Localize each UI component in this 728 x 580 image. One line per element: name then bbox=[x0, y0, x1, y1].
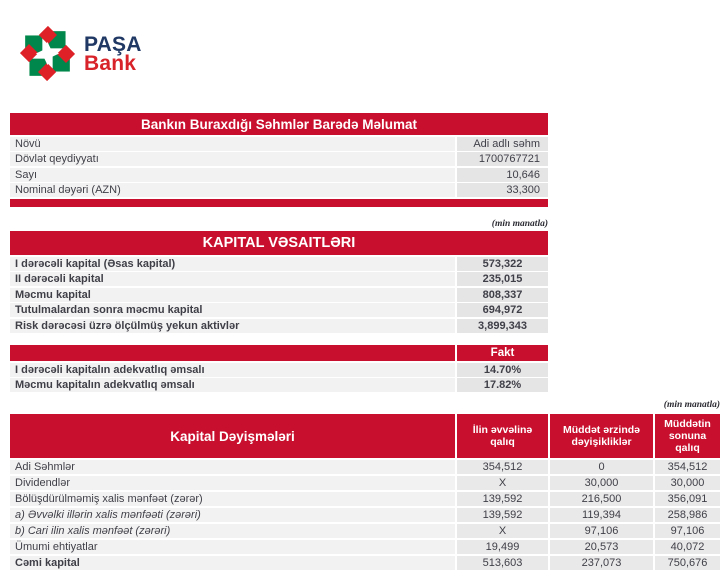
brand-name-bottom: Bank bbox=[84, 51, 137, 75]
row-value: 1700767721 bbox=[457, 152, 548, 166]
column-header: Müddət ərzində dəyişikliklər bbox=[550, 414, 653, 458]
capital-table-title: KAPITAL VƏSAITLƏRI bbox=[10, 231, 548, 255]
table-row: Ümumi ehtiyatlar 19,499 20,573 40,072 bbox=[10, 539, 720, 554]
row-label: I dərəcəli kapital (Əsas kapital) bbox=[10, 256, 455, 271]
row-value-start: 139,592 bbox=[457, 491, 548, 506]
row-value-end: 40,072 bbox=[655, 539, 720, 554]
brand-name-top: PAŞA bbox=[84, 32, 142, 56]
column-header: İlin əvvəlinə qalıq bbox=[457, 414, 548, 458]
row-label: Ümumi ehtiyatlar bbox=[10, 539, 455, 554]
table-row: Sayı 10,646 bbox=[10, 167, 548, 182]
table-row: Dividendlər X 30,000 30,000 bbox=[10, 475, 720, 490]
table-row: Tutulmalardan sonra məcmu kapital 694,97… bbox=[10, 303, 548, 317]
row-label: Məcmu kapital bbox=[10, 287, 455, 302]
row-value: 573,322 bbox=[457, 256, 548, 271]
row-value-start: 354,512 bbox=[457, 459, 548, 474]
table-row: I dərəcəli kapital (Əsas kapital) 573,32… bbox=[10, 256, 548, 271]
row-value-change: 20,573 bbox=[550, 539, 653, 554]
row-value-end: 354,512 bbox=[655, 459, 720, 474]
row-value-change: 0 bbox=[550, 459, 653, 474]
table-row: Adi Səhmlər 354,512 0 354,512 bbox=[10, 459, 720, 474]
row-value: 14.70% bbox=[457, 362, 548, 377]
row-value-change: 237,073 bbox=[550, 555, 653, 570]
header-spacer bbox=[10, 345, 455, 361]
row-label: Dividendlər bbox=[10, 475, 455, 490]
row-label: Risk dərəcəsi üzrə ölçülmüş yekun aktivl… bbox=[10, 318, 455, 333]
table-row: I dərəcəli kapitalın adekvatlıq əmsalı 1… bbox=[10, 362, 548, 377]
row-value-change: 216,500 bbox=[550, 491, 653, 506]
table-row: Nominal dəyəri (AZN) 33,300 bbox=[10, 183, 548, 197]
table-row: Növü Adi adlı səhm bbox=[10, 136, 548, 151]
row-label: a) Əvvəlki illərin xalis mənfəəti (zərər… bbox=[10, 507, 455, 522]
table-row: Məcmu kapitalın adekvatlıq əmsalı 17.82% bbox=[10, 378, 548, 392]
adequacy-table-header: Fakt bbox=[10, 345, 548, 361]
column-header: Müddətin sonuna qalıq bbox=[655, 414, 720, 458]
row-value-start: X bbox=[457, 475, 548, 490]
table-row: Məcmu kapital 808,337 bbox=[10, 287, 548, 302]
row-value-change: 119,394 bbox=[550, 507, 653, 522]
row-label: I dərəcəli kapitalın adekvatlıq əmsalı bbox=[10, 362, 455, 377]
row-value: 808,337 bbox=[457, 287, 548, 302]
row-label: Tutulmalardan sonra məcmu kapital bbox=[10, 303, 455, 317]
row-value-start: X bbox=[457, 523, 548, 538]
table-row: Cəmi kapital 513,603 237,073 750,676 bbox=[10, 555, 720, 570]
row-value: Adi adlı səhm bbox=[457, 136, 548, 151]
row-value-start: 513,603 bbox=[457, 555, 548, 570]
row-label: b) Cari ilin xalis mənfəət (zərəri) bbox=[10, 523, 455, 538]
table-row: Dövlət qeydiyyatı 1700767721 bbox=[10, 152, 548, 166]
row-value: 17.82% bbox=[457, 378, 548, 392]
shares-table-title: Bankın Buraxdığı Səhmlər Barədə Məlumat bbox=[10, 113, 548, 135]
row-value: 10,646 bbox=[457, 167, 548, 182]
table-row: II dərəcəli kapital 235,015 bbox=[10, 272, 548, 286]
row-label: Adi Səhmlər bbox=[10, 459, 455, 474]
row-value: 33,300 bbox=[457, 183, 548, 197]
row-value: 235,015 bbox=[457, 272, 548, 286]
units-note: (min manatla) bbox=[491, 219, 548, 229]
table-row: Bölüşdürülməmiş xalis mənfəət (zərər) 13… bbox=[10, 491, 720, 506]
pasha-pinwheel-icon bbox=[20, 26, 75, 81]
table-row: b) Cari ilin xalis mənfəət (zərəri) X 97… bbox=[10, 523, 720, 538]
row-label: Növü bbox=[10, 136, 455, 151]
row-value-end: 258,986 bbox=[655, 507, 720, 522]
row-label: Cəmi kapital bbox=[10, 555, 455, 570]
row-label: Bölüşdürülməmiş xalis mənfəət (zərər) bbox=[10, 491, 455, 506]
units-note: (min manatla) bbox=[663, 400, 720, 410]
shares-table: Bankın Buraxdığı Səhmlər Barədə Məlumat … bbox=[10, 113, 548, 207]
row-value-end: 97,106 bbox=[655, 523, 720, 538]
row-value-start: 19,499 bbox=[457, 539, 548, 554]
row-label: Dövlət qeydiyyatı bbox=[10, 152, 455, 166]
capital-changes-header: Kapital Dəyişmələri İlin əvvəlinə qalıq … bbox=[10, 414, 720, 458]
row-value: 694,972 bbox=[457, 303, 548, 317]
changes-table-title: Kapital Dəyişmələri bbox=[10, 414, 455, 458]
adequacy-table: Fakt I dərəcəli kapitalın adekvatlıq əms… bbox=[10, 345, 548, 392]
table-row: a) Əvvəlki illərin xalis mənfəəti (zərər… bbox=[10, 507, 720, 522]
row-value-start: 139,592 bbox=[457, 507, 548, 522]
capital-table: KAPITAL VƏSAITLƏRI I dərəcəli kapital (Ə… bbox=[10, 231, 548, 333]
table-row: Risk dərəcəsi üzrə ölçülmüş yekun aktivl… bbox=[10, 318, 548, 333]
row-value-end: 750,676 bbox=[655, 555, 720, 570]
row-label: Məcmu kapitalın adekvatlıq əmsalı bbox=[10, 378, 455, 392]
row-value: 3,899,343 bbox=[457, 318, 548, 333]
pasha-bank-logo: PAŞA Bank bbox=[20, 26, 142, 81]
capital-changes-table: Kapital Dəyişmələri İlin əvvəlinə qalıq … bbox=[10, 414, 720, 570]
fact-column-header: Fakt bbox=[457, 345, 548, 361]
row-value-end: 356,091 bbox=[655, 491, 720, 506]
table-footer-bar bbox=[10, 198, 548, 207]
row-label: II dərəcəli kapital bbox=[10, 272, 455, 286]
row-value-change: 30,000 bbox=[550, 475, 653, 490]
row-label: Sayı bbox=[10, 167, 455, 182]
row-value-change: 97,106 bbox=[550, 523, 653, 538]
brand-wordmark: PAŞA Bank bbox=[84, 32, 142, 75]
row-value-end: 30,000 bbox=[655, 475, 720, 490]
row-label: Nominal dəyəri (AZN) bbox=[10, 183, 455, 197]
